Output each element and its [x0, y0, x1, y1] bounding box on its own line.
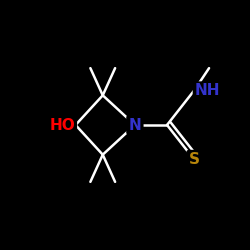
Text: N: N — [128, 118, 141, 132]
Text: S: S — [189, 152, 200, 167]
Text: NH: NH — [194, 83, 220, 98]
Text: HO: HO — [50, 118, 76, 132]
